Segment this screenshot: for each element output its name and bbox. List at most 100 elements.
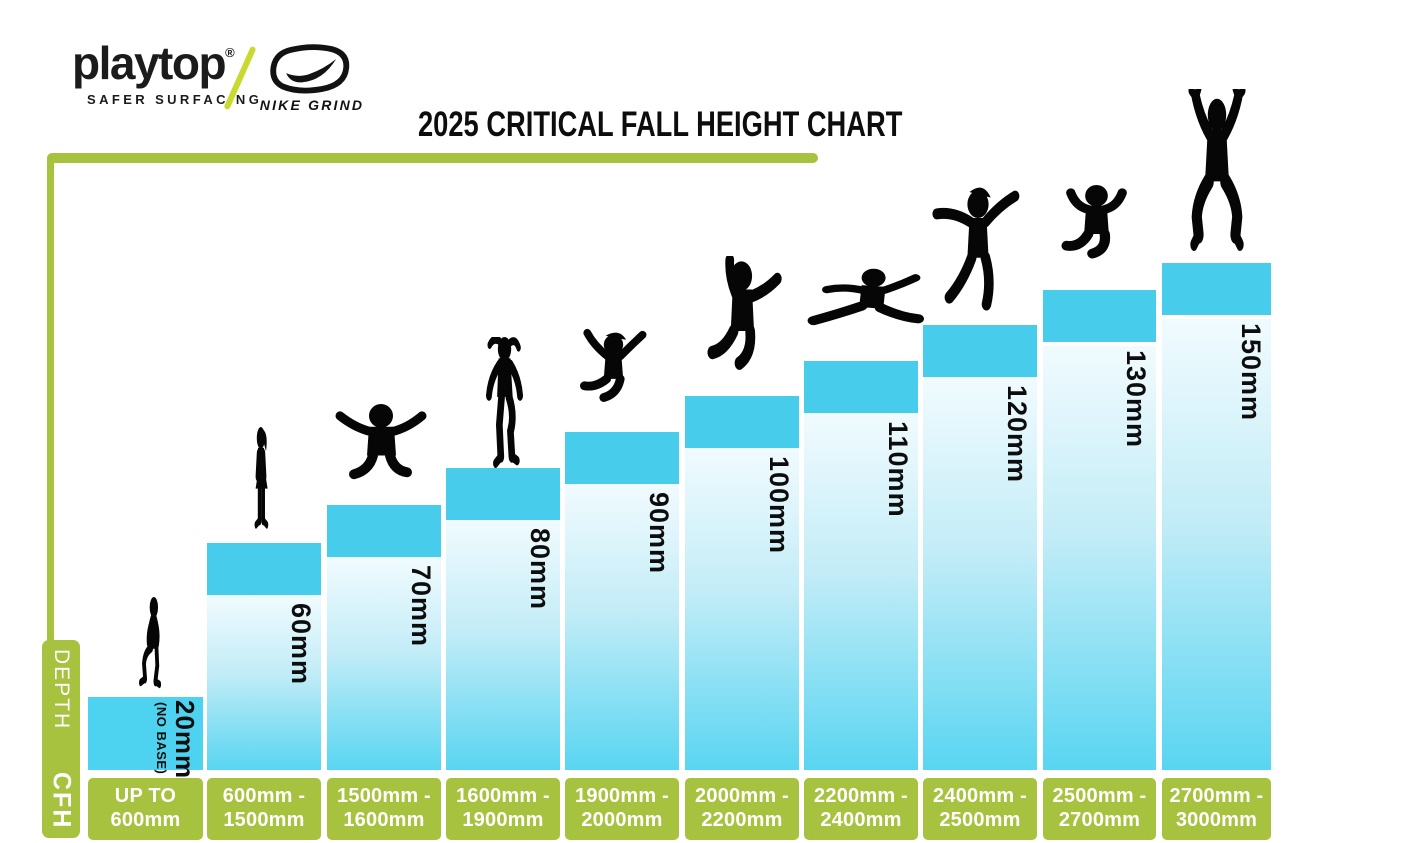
bar-depth-value: 90mm (644, 492, 674, 575)
bar-depth-value: 80mm (525, 528, 555, 611)
bar-depth-value: 130mm (1121, 350, 1151, 449)
child-silhouette-icon (331, 401, 431, 500)
brand-name-text: playtop (72, 37, 227, 89)
bar-body (565, 484, 679, 770)
cfh-range-label: 1600mm -1900mm (446, 778, 560, 840)
cfh-range-line2: 1900mm (462, 809, 544, 831)
bar: 80mm (446, 468, 560, 770)
bar-body (923, 377, 1037, 770)
bar-depth-label: 90mm (643, 492, 674, 574)
bar-body (685, 448, 799, 770)
bar-body (1162, 319, 1271, 770)
bar-depth-value: 60mm (286, 603, 316, 686)
cfh-range-label: 2700mm -3000mm (1162, 778, 1271, 840)
cfh-range-line1: 1500mm - (337, 785, 431, 808)
child-silhouette-icon (469, 337, 543, 470)
bar-depth-value: 110mm (883, 421, 913, 518)
cfh-range-line1: 2700mm - (1169, 785, 1264, 808)
child-silhouette-icon (136, 597, 174, 691)
cfh-range-line2: 2400mm (820, 809, 902, 831)
cfh-range-label: 2000mm -2200mm (685, 778, 799, 840)
cfh-range-line2: 1500mm (223, 809, 305, 831)
cfh-range-line2: 2500mm (939, 809, 1021, 831)
cfh-range-label: 2200mm -2400mm (804, 778, 918, 840)
bar-cap (1043, 290, 1156, 342)
nike-grind-logo: NIKE GRIND (258, 44, 366, 113)
bar-depth-value: 150mm (1236, 323, 1266, 422)
brand-tagline: SAFER SURFACING (87, 92, 263, 107)
cfh-range-label: 1900mm -2000mm (565, 778, 679, 840)
bar: 100mm (685, 396, 799, 770)
cfh-range-line1: 2500mm - (1052, 785, 1147, 808)
bar-depth-label: 80mm (524, 528, 555, 610)
bar-body (804, 413, 918, 770)
bar-depth-label: 20mm (NO BASE) (154, 700, 200, 779)
cfh-range-line1: 2400mm - (933, 785, 1027, 808)
bar-cap (1162, 263, 1271, 315)
depth-axis-label: DEPTH (50, 649, 73, 731)
bar-cap (685, 396, 799, 448)
bar-depth-label: 130mm (1120, 350, 1151, 448)
cfh-range-line1: 2200mm - (814, 785, 908, 808)
cfh-range-label: 2400mm -2500mm (923, 778, 1037, 840)
bar-depth-label: 60mm (285, 603, 316, 685)
bar: 150mm (1162, 263, 1271, 770)
cfh-range-label: 2500mm -2700mm (1043, 778, 1156, 840)
cfh-range-line1: UP TO (114, 785, 177, 808)
cfh-range-line1: 2000mm - (695, 785, 789, 808)
bar-cap (446, 468, 560, 520)
page-title: 2025 CRITICAL FALL HEIGHT CHART (418, 105, 903, 144)
bar-body (446, 520, 560, 770)
cfh-range-line1: 600mm - (222, 785, 306, 808)
bar-depth-label: 120mm (1001, 385, 1032, 483)
cfh-axis-label: CFH (47, 771, 76, 829)
registered-mark: ® (225, 45, 235, 60)
child-silhouette-icon (925, 181, 1031, 318)
bar-depth-label: 100mm (763, 456, 794, 554)
cfh-range-line2: 600mm (110, 809, 181, 831)
cfh-range-label: UP TO 600mm (88, 778, 203, 840)
bar-cap (804, 361, 918, 413)
bar: 90mm (565, 432, 679, 770)
child-silhouette-icon (1045, 182, 1148, 280)
bar-depth-label: 70mm (405, 565, 436, 647)
bar-depth-label: 110mm (882, 421, 913, 518)
bar: 70mm (327, 505, 441, 770)
axis-vertical-line (47, 156, 54, 645)
axis-top-line (47, 153, 818, 163)
child-silhouette-icon (804, 266, 924, 357)
bar-cap (565, 432, 679, 484)
cfh-range-line1: 1900mm - (575, 785, 669, 808)
bar-body (207, 595, 321, 770)
bar-depth-value: 120mm (1002, 385, 1032, 484)
cfh-range-line2: 1600mm (343, 809, 425, 831)
brand-name: playtop® (72, 40, 262, 86)
bar-cap (327, 505, 441, 557)
child-silhouette-icon (564, 326, 661, 424)
cfh-range-line2: 2200mm (701, 809, 783, 831)
cfh-range-label: 600mm -1500mm (207, 778, 321, 840)
cfh-range-line1: 1600mm - (456, 785, 550, 808)
cfh-range-label: 1500mm -1600mm (327, 778, 441, 840)
bar-cap (923, 325, 1037, 377)
bar-body (1043, 346, 1156, 770)
partner-name: NIKE GRIND (259, 97, 365, 113)
bar: 130mm (1043, 290, 1156, 770)
child-silhouette-icon (1171, 89, 1263, 251)
bar: 110mm (804, 361, 918, 770)
nike-swoosh-icon (270, 44, 350, 94)
cfh-range-line2: 3000mm (1175, 809, 1258, 831)
bar-depth-note: (NO BASE) (154, 702, 169, 775)
bar: 120mm (923, 325, 1037, 770)
bar-depth-label: 150mm (1235, 323, 1266, 421)
child-silhouette-icon (242, 427, 282, 537)
bar-body (327, 557, 441, 770)
bar-depth-value: 100mm (764, 456, 794, 555)
cfh-range-line2: 2000mm (581, 809, 663, 831)
brand-logo: playtop® SAFER SURFACING (72, 40, 262, 107)
axis-label-box: DEPTH CFH (42, 640, 80, 838)
bar-depth-value: 70mm (406, 565, 436, 648)
bar: 60mm (207, 543, 321, 770)
child-silhouette-icon (690, 256, 787, 390)
